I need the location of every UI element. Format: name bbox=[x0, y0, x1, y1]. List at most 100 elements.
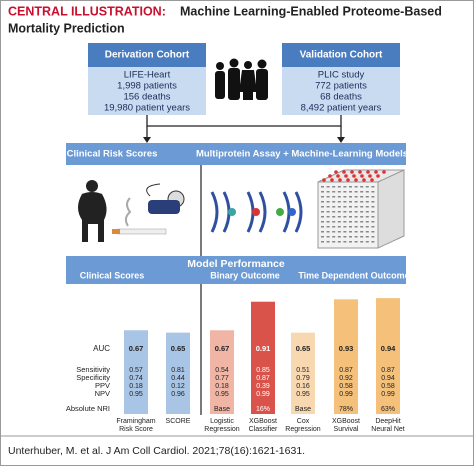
assay-cell bbox=[365, 211, 369, 213]
assay-well bbox=[366, 170, 370, 174]
assay-well bbox=[382, 170, 386, 174]
assay-cell bbox=[371, 216, 375, 218]
header-label: CENTRAL ILLUSTRATION: bbox=[8, 4, 166, 18]
assay-cell bbox=[326, 191, 330, 193]
assay-cell bbox=[326, 221, 330, 223]
metric-value: 0.54 bbox=[215, 367, 229, 374]
assay-well bbox=[368, 174, 372, 178]
auc-value: 0.67 bbox=[129, 344, 144, 353]
metric-value: 0.77 bbox=[215, 375, 229, 382]
assay-cell bbox=[349, 236, 352, 238]
assay-cell bbox=[354, 186, 358, 188]
assay-cell bbox=[360, 191, 364, 193]
auc-value: 0.94 bbox=[381, 344, 396, 353]
model-name: Cox bbox=[297, 418, 310, 425]
assay-cell bbox=[365, 216, 369, 218]
assay-cell bbox=[343, 186, 347, 188]
assay-cell bbox=[349, 201, 352, 203]
metric-value: 0.58 bbox=[339, 383, 353, 390]
assay-well bbox=[350, 170, 354, 174]
assay-cell bbox=[337, 226, 341, 228]
assay-cell bbox=[354, 221, 358, 223]
metric-value: 0.79 bbox=[296, 375, 310, 382]
assay-cell bbox=[337, 211, 341, 213]
assay-well bbox=[358, 170, 362, 174]
assay-cell bbox=[365, 241, 369, 243]
assay-cell bbox=[337, 206, 341, 208]
cohort-line: 8,492 patient years bbox=[301, 103, 382, 114]
assay-cell bbox=[349, 196, 352, 198]
nri-value: 63% bbox=[381, 406, 395, 413]
assay-well bbox=[346, 178, 350, 182]
metric-value: 0.81 bbox=[171, 367, 185, 374]
assay-cell bbox=[337, 201, 341, 203]
methods-band bbox=[66, 143, 406, 165]
metric-value: 0.87 bbox=[339, 367, 353, 374]
metric-value: 0.95 bbox=[215, 391, 229, 398]
metric-value: 0.44 bbox=[171, 375, 185, 382]
metric-value: 0.87 bbox=[381, 367, 395, 374]
metric-value: 0.99 bbox=[256, 391, 270, 398]
assay-well bbox=[342, 170, 346, 174]
assay-cell bbox=[332, 206, 336, 208]
assay-cell bbox=[371, 196, 375, 198]
model-name: XGBoost bbox=[332, 418, 360, 425]
assay-cell bbox=[360, 211, 364, 213]
assay-cell bbox=[326, 236, 330, 238]
assay-cell bbox=[343, 236, 347, 238]
assay-well bbox=[354, 178, 358, 182]
model-name: Framingham bbox=[116, 418, 155, 425]
assay-cell bbox=[343, 201, 347, 203]
assay-cell bbox=[337, 191, 341, 193]
protein-dot bbox=[276, 208, 284, 216]
cohort-line: LIFE-Heart bbox=[124, 70, 171, 81]
metric-value: 0.18 bbox=[129, 383, 143, 390]
metric-value: 0.18 bbox=[215, 383, 229, 390]
metric-value: 0.99 bbox=[381, 391, 395, 398]
assay-well bbox=[370, 178, 374, 182]
assay-cell bbox=[321, 211, 324, 213]
nri-value: 78% bbox=[339, 406, 353, 413]
assay-cell bbox=[343, 231, 347, 233]
assay-cell bbox=[337, 241, 341, 243]
assay-cell bbox=[360, 221, 364, 223]
nri-value: Base bbox=[214, 406, 230, 413]
assay-cell bbox=[349, 191, 352, 193]
model-name: Regression bbox=[285, 426, 321, 433]
methods-label: Multiprotein Assay + Machine-Learning Mo… bbox=[196, 149, 408, 160]
assay-well bbox=[374, 170, 378, 174]
metric-value: 0.12 bbox=[171, 383, 185, 390]
row-label: PPV bbox=[95, 381, 110, 390]
assay-cell bbox=[354, 201, 358, 203]
assay-cell bbox=[332, 191, 336, 193]
model-name: DeepHit bbox=[375, 418, 400, 425]
assay-cell bbox=[349, 186, 352, 188]
assay-cell bbox=[326, 196, 330, 198]
model-name: Logistic bbox=[210, 418, 234, 425]
auc-value: 0.93 bbox=[339, 344, 354, 353]
assay-cell bbox=[332, 216, 336, 218]
assay-cell bbox=[321, 201, 324, 203]
assay-cell bbox=[343, 241, 347, 243]
assay-cell bbox=[321, 241, 324, 243]
row-label: Specificity bbox=[76, 373, 110, 382]
assay-well bbox=[338, 178, 342, 182]
assay-cell bbox=[321, 196, 324, 198]
assay-well bbox=[360, 174, 364, 178]
auc-value: 0.67 bbox=[215, 344, 230, 353]
metric-value: 0.39 bbox=[256, 383, 270, 390]
assay-cell bbox=[321, 226, 324, 228]
derivation-box: Derivation Cohort LIFE-Heart 1,998 patie… bbox=[88, 43, 206, 115]
performance-band bbox=[66, 256, 406, 284]
protein-dot bbox=[288, 208, 296, 216]
validation-box: Validation Cohort PLIC study 772 patient… bbox=[282, 43, 400, 115]
nri-value: Base bbox=[295, 406, 311, 413]
assay-cell bbox=[326, 216, 330, 218]
assay-cell bbox=[371, 186, 375, 188]
assay-cell bbox=[349, 216, 352, 218]
assay-cell bbox=[371, 241, 375, 243]
assay-cell bbox=[349, 226, 352, 228]
assay-well bbox=[376, 174, 380, 178]
group-label: Clinical Scores bbox=[80, 270, 145, 280]
protein-dot bbox=[228, 208, 236, 216]
